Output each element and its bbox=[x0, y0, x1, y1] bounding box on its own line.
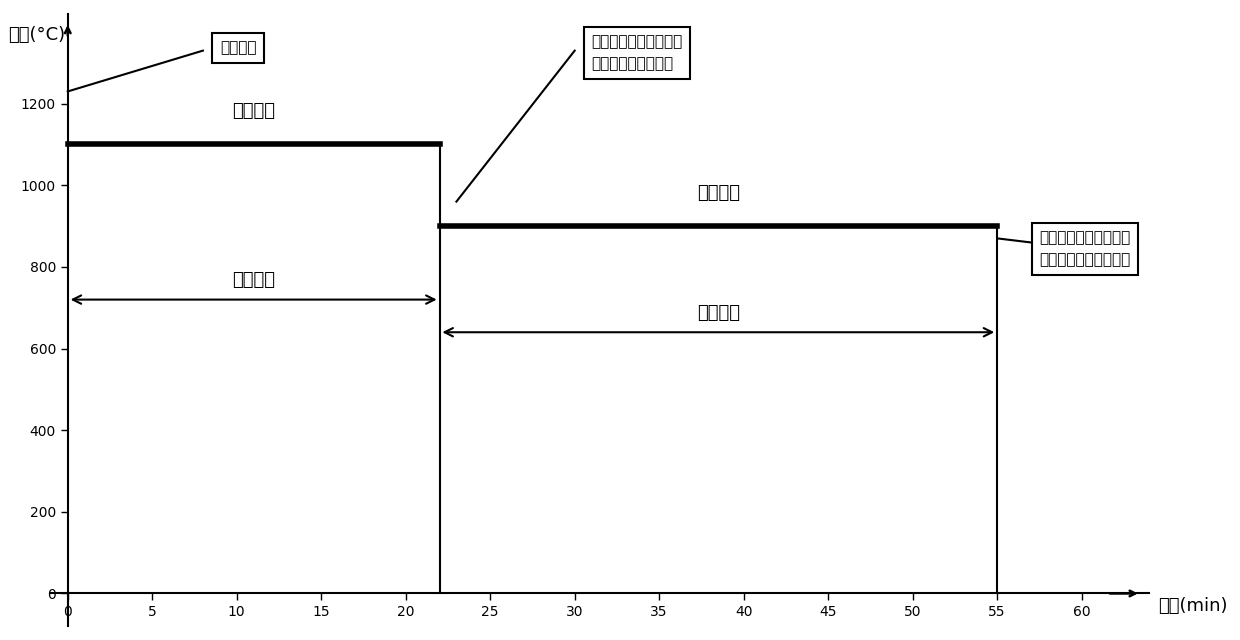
Text: 保温时间: 保温时间 bbox=[697, 304, 740, 322]
Text: 保温阶段: 保温阶段 bbox=[697, 184, 740, 202]
Text: 加热开始: 加热开始 bbox=[219, 40, 257, 56]
Text: 加热阶段: 加热阶段 bbox=[232, 102, 275, 120]
Text: 加热时间: 加热时间 bbox=[232, 271, 275, 289]
Text: 时间(min): 时间(min) bbox=[1158, 596, 1228, 614]
Text: 保温结束时间：工件将
转移到下一个加工阶段: 保温结束时间：工件将 转移到下一个加工阶段 bbox=[1039, 230, 1131, 268]
Text: 温度(°C): 温度(°C) bbox=[9, 26, 66, 44]
Text: 保温开始时间：工件从
加热区转移到保温区: 保温开始时间：工件从 加热区转移到保温区 bbox=[591, 35, 683, 72]
